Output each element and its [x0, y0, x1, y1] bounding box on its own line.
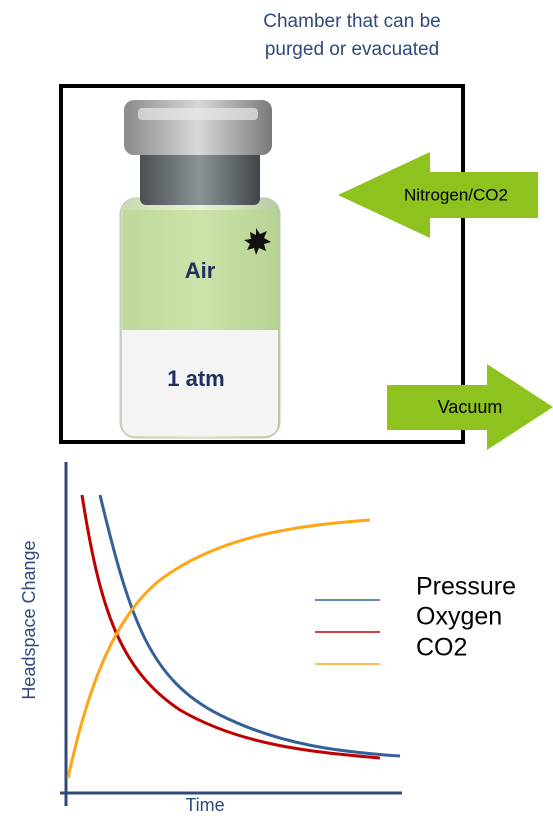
y-axis-label: Headspace Change	[19, 540, 39, 699]
co2-curve	[66, 518, 371, 779]
legend-label: Oxygen	[416, 603, 502, 631]
outlet-label: Vacuum	[438, 397, 503, 417]
chamber-title: purged or evacuated	[265, 39, 439, 60]
headspace-label: Air	[185, 258, 216, 283]
vial	[119, 100, 281, 439]
legend-label: Pressure	[416, 573, 516, 601]
pressure-label: 1 atm	[167, 366, 224, 391]
pressure-curve	[98, 494, 401, 758]
chamber-title: Chamber that can be	[263, 11, 440, 32]
inlet-arrow	[338, 152, 538, 238]
oxygen-curve	[80, 494, 381, 760]
chamber-box	[59, 84, 465, 444]
x-axis-label: Time	[185, 795, 224, 815]
legend-label: CO2	[416, 634, 467, 662]
inlet-label: Nitrogen/CO2	[404, 185, 508, 204]
outlet-arrow	[387, 364, 553, 450]
